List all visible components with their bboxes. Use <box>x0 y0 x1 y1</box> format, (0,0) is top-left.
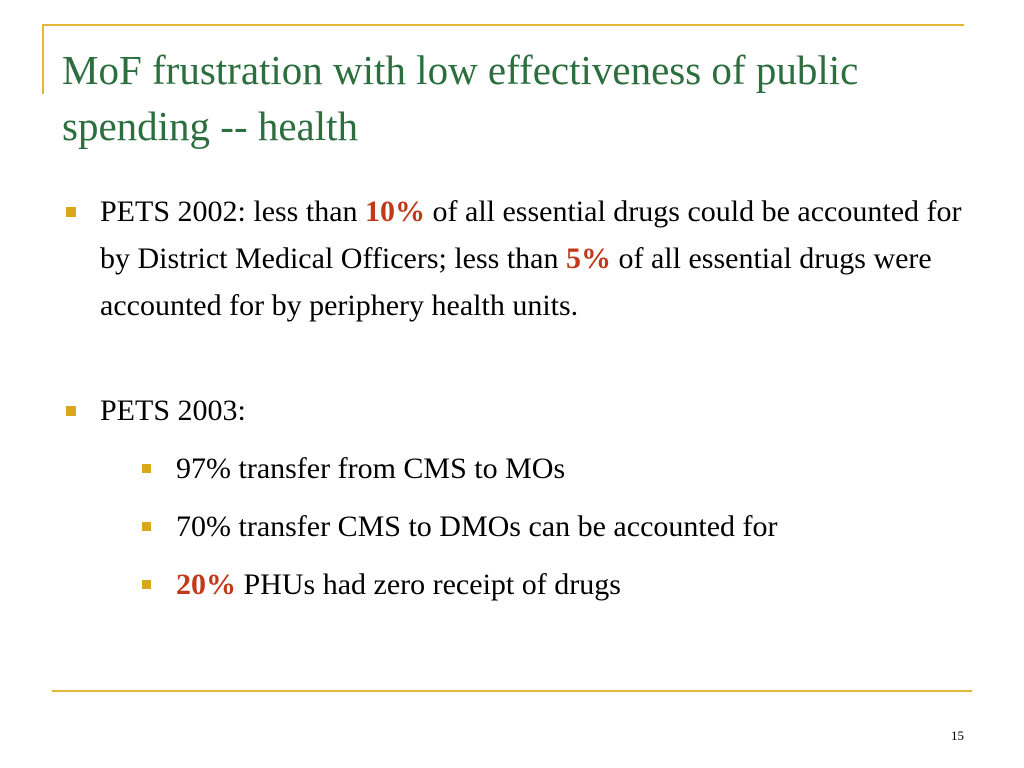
slide-title: MoF frustration with low effectiveness o… <box>62 47 859 149</box>
highlight-value: 10% <box>365 195 426 228</box>
bullet-square-icon <box>66 207 76 217</box>
sub-bullet-square-icon <box>142 522 151 531</box>
bullet-text: PETS 2002: less than <box>100 195 366 228</box>
bullet-pets-2002: PETS 2002: less than 10% of all essentia… <box>100 188 970 329</box>
bullet-text: PHUs had zero receipt of drugs <box>236 568 621 601</box>
sub-bullet-square-icon <box>142 580 151 589</box>
bullet-text: of all essential drugs were accounted fo… <box>100 242 932 322</box>
top-rule <box>42 24 964 26</box>
sub-bullet-item: 20% PHUs had zero receipt of drugs <box>176 561 621 608</box>
bullet-pets-2003: PETS 2003: <box>100 394 246 427</box>
bullet-square-icon <box>66 406 76 416</box>
highlight-value: 5% <box>566 242 611 275</box>
highlight-value: 20% <box>176 568 236 601</box>
bullet-text: of all essential drugs could be accounte… <box>100 195 962 275</box>
sub-bullet-item: 97% transfer from CMS to MOs <box>176 452 566 485</box>
bottom-rule <box>52 690 972 692</box>
sub-bullet-item: 70% transfer CMS to DMOs can be accounte… <box>176 510 778 543</box>
sub-bullet-square-icon <box>142 464 151 473</box>
left-rule <box>42 24 44 94</box>
page-number: 15 <box>951 728 964 743</box>
